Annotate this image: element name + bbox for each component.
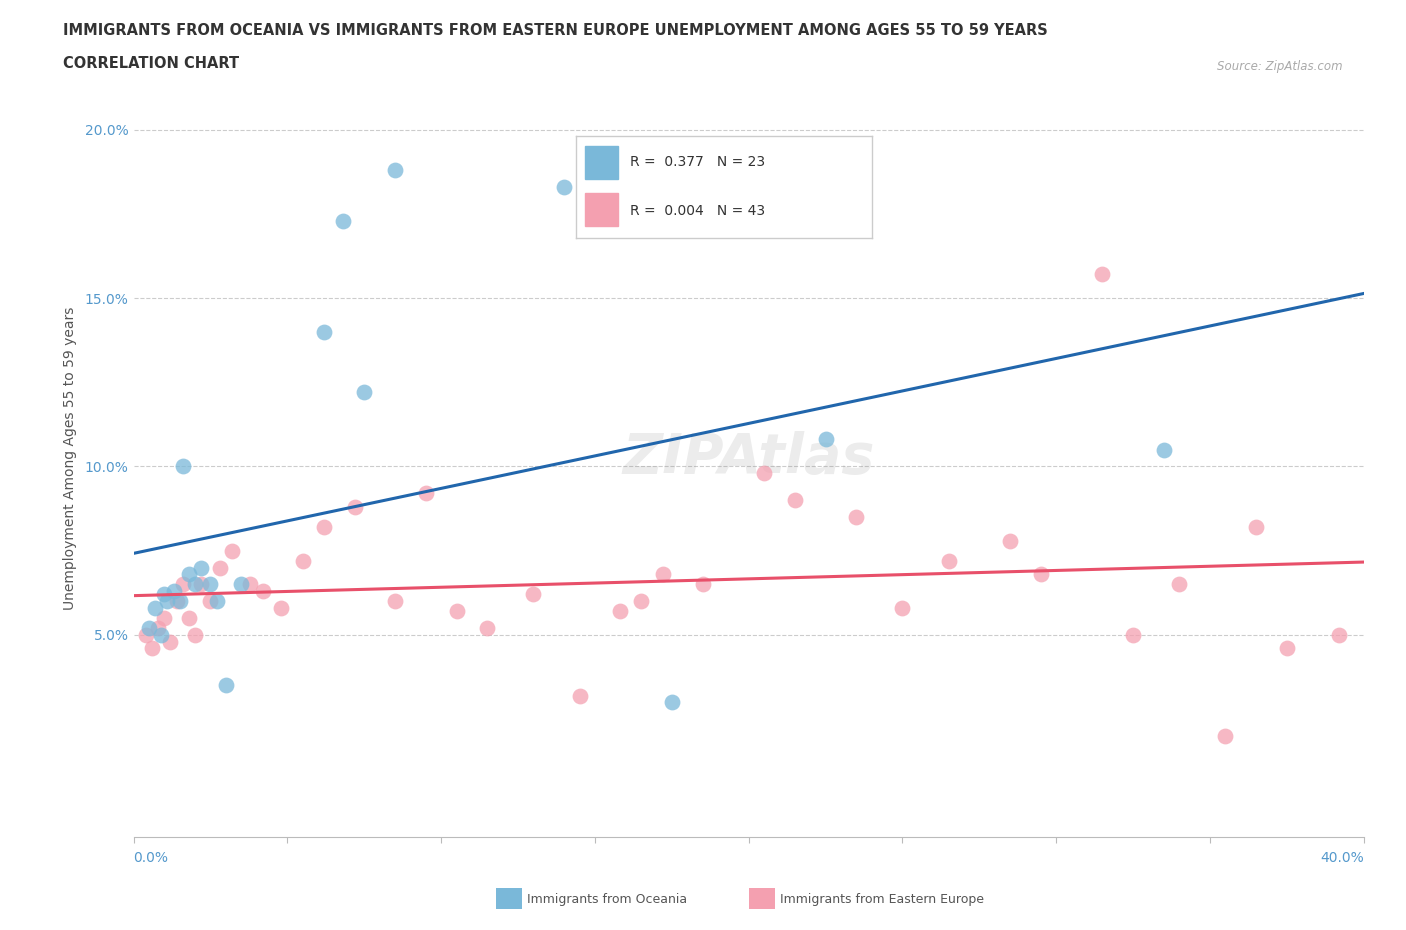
Point bbox=[783, 493, 806, 508]
Point bbox=[1275, 641, 1298, 656]
Point bbox=[166, 593, 188, 608]
Point bbox=[252, 584, 274, 599]
Point bbox=[150, 628, 173, 643]
Point bbox=[1029, 566, 1052, 581]
Point bbox=[814, 432, 837, 447]
Point bbox=[1327, 628, 1350, 643]
Text: 0.0%: 0.0% bbox=[134, 851, 169, 865]
Point bbox=[891, 601, 914, 616]
Point bbox=[215, 678, 238, 693]
Text: 40.0%: 40.0% bbox=[1320, 851, 1364, 865]
Point bbox=[190, 560, 212, 575]
Point bbox=[752, 466, 775, 481]
Point bbox=[184, 628, 207, 643]
Point bbox=[1122, 628, 1144, 643]
Point bbox=[384, 163, 406, 178]
Y-axis label: Unemployment Among Ages 55 to 59 years: Unemployment Among Ages 55 to 59 years bbox=[62, 306, 76, 610]
Point bbox=[1091, 267, 1114, 282]
Point bbox=[291, 553, 314, 568]
Point bbox=[353, 385, 375, 400]
Text: IMMIGRANTS FROM OCEANIA VS IMMIGRANTS FROM EASTERN EUROPE UNEMPLOYMENT AMONG AGE: IMMIGRANTS FROM OCEANIA VS IMMIGRANTS FR… bbox=[63, 23, 1047, 38]
Point bbox=[162, 584, 184, 599]
Point bbox=[692, 577, 714, 591]
Point bbox=[343, 499, 366, 514]
Point bbox=[651, 566, 673, 581]
Point bbox=[270, 601, 292, 616]
Point bbox=[415, 486, 437, 501]
Point bbox=[446, 604, 468, 618]
Point bbox=[231, 577, 253, 591]
Point bbox=[156, 593, 179, 608]
Point bbox=[384, 593, 406, 608]
Point bbox=[169, 593, 191, 608]
Point bbox=[177, 566, 200, 581]
Point bbox=[553, 179, 575, 194]
Bar bbox=[585, 193, 617, 226]
Point bbox=[845, 510, 868, 525]
Point bbox=[153, 611, 176, 626]
Point bbox=[477, 620, 499, 635]
Point bbox=[1244, 520, 1267, 535]
Point bbox=[184, 577, 207, 591]
Text: ZIPAtlas: ZIPAtlas bbox=[623, 431, 875, 485]
Point bbox=[146, 620, 169, 635]
Point bbox=[190, 577, 212, 591]
Point bbox=[177, 611, 200, 626]
Point bbox=[314, 520, 336, 535]
Point bbox=[141, 641, 163, 656]
Point bbox=[172, 459, 194, 474]
Text: Source: ZipAtlas.com: Source: ZipAtlas.com bbox=[1218, 60, 1343, 73]
Point bbox=[661, 695, 683, 710]
Point bbox=[938, 553, 960, 568]
Point bbox=[239, 577, 262, 591]
Point bbox=[172, 577, 194, 591]
Text: Immigrants from Eastern Europe: Immigrants from Eastern Europe bbox=[780, 893, 984, 906]
Point bbox=[208, 560, 231, 575]
Point bbox=[205, 593, 228, 608]
Text: R =  0.377   N = 23: R = 0.377 N = 23 bbox=[630, 155, 765, 169]
Point bbox=[1153, 442, 1175, 457]
Point bbox=[135, 628, 157, 643]
Point bbox=[609, 604, 631, 618]
Point bbox=[221, 543, 243, 558]
Point bbox=[159, 634, 181, 649]
Point bbox=[138, 620, 160, 635]
Point bbox=[153, 587, 176, 602]
Point bbox=[568, 688, 591, 703]
Point bbox=[1215, 728, 1237, 743]
Point bbox=[200, 593, 222, 608]
Text: Immigrants from Oceania: Immigrants from Oceania bbox=[527, 893, 688, 906]
Point bbox=[314, 325, 336, 339]
Point bbox=[332, 213, 354, 228]
Text: CORRELATION CHART: CORRELATION CHART bbox=[63, 56, 239, 71]
Text: R =  0.004   N = 43: R = 0.004 N = 43 bbox=[630, 204, 765, 219]
Point bbox=[630, 593, 652, 608]
Point bbox=[200, 577, 222, 591]
Point bbox=[998, 533, 1021, 548]
Point bbox=[522, 587, 544, 602]
Point bbox=[143, 601, 166, 616]
Point bbox=[1168, 577, 1191, 591]
Bar bbox=[585, 146, 617, 179]
